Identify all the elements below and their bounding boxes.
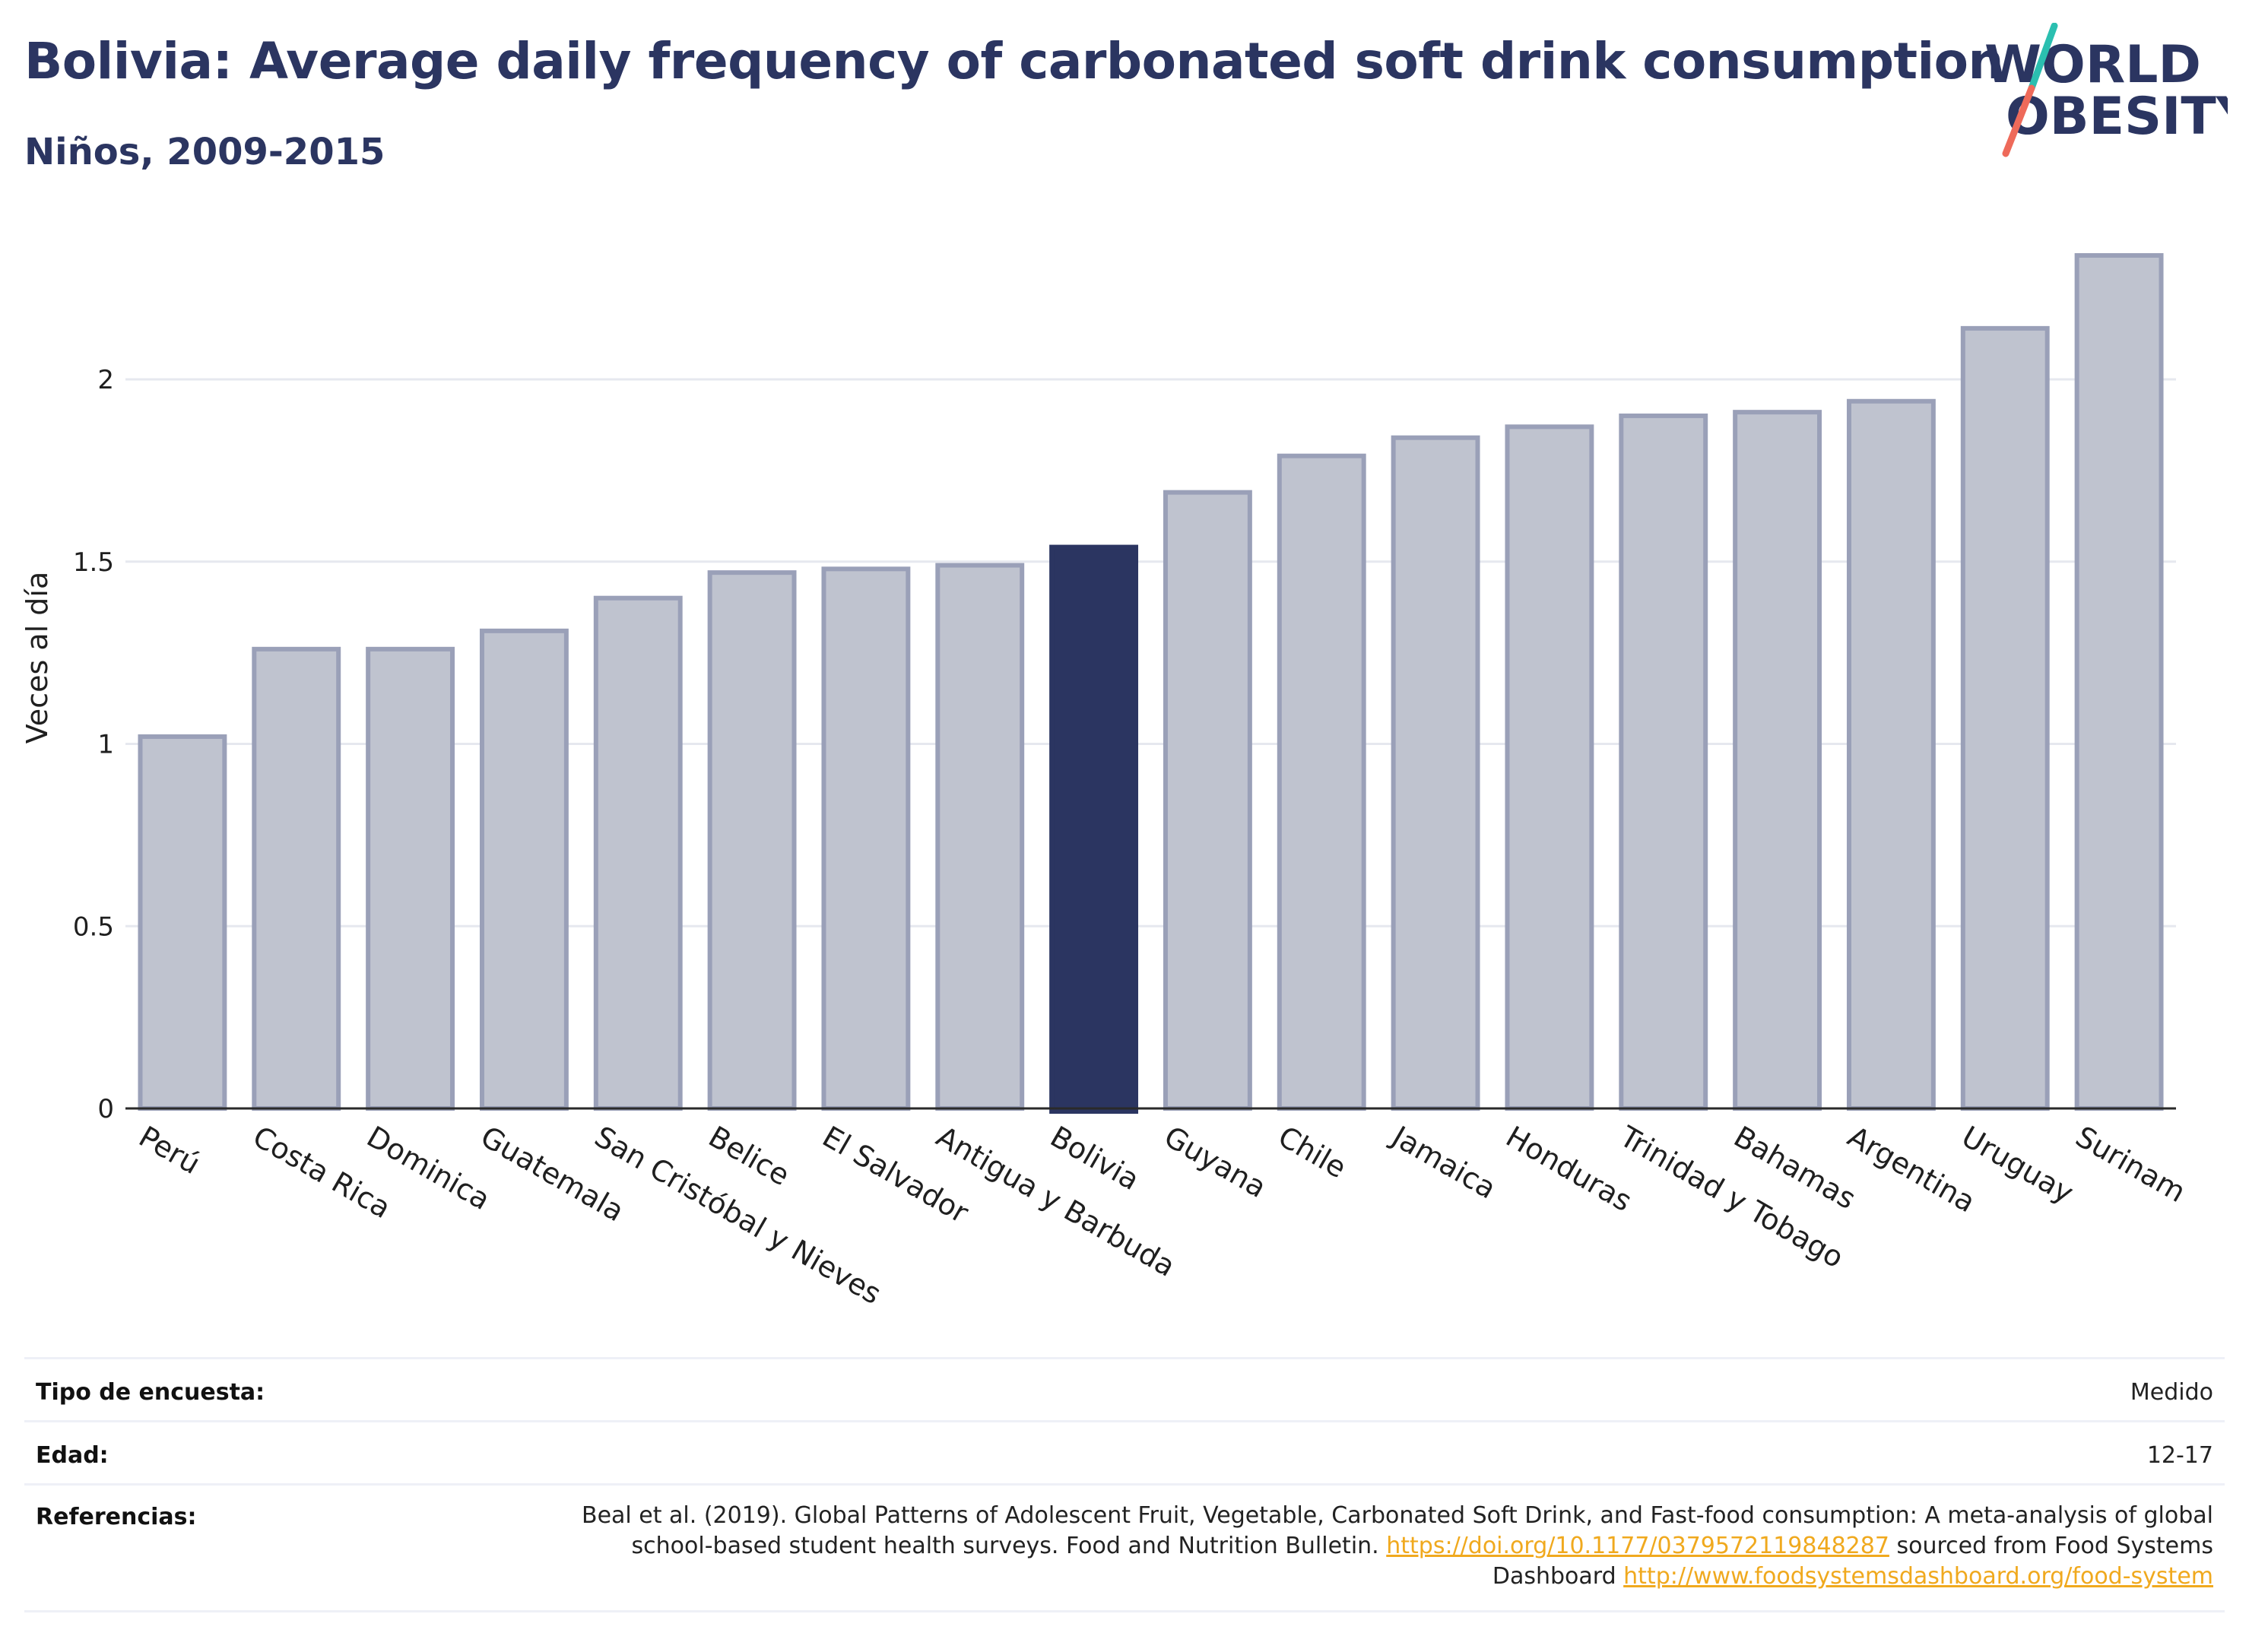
logo-word-obesity: OBESITY: [2006, 87, 2228, 147]
references-label: Referencias:: [36, 1504, 197, 1530]
info-table: Tipo de encuesta: Medido Edad: 12-17 Ref…: [24, 1357, 2225, 1616]
food-systems-link[interactable]: http://www.foodsystemsdashboard.org/food…: [1623, 1563, 2213, 1590]
y-tick-label: 2: [97, 365, 114, 395]
x-tick-label: Surinam: [2070, 1120, 2192, 1209]
logo-word-world: WORLD: [1984, 35, 2201, 95]
bar-uruguay[interactable]: [1960, 325, 2050, 1111]
info-bottom-border: [24, 1610, 2225, 1612]
y-tick-label: 0: [97, 1094, 114, 1124]
info-row-survey: Tipo de encuesta: Medido: [24, 1357, 2225, 1422]
bar-belice[interactable]: [707, 570, 797, 1111]
world-obesity-logo: WORLD OBESITY: [1984, 23, 2228, 157]
bar-guatemala[interactable]: [479, 628, 569, 1111]
references-text: Beal et al. (2019). Global Patterns of A…: [541, 1501, 2213, 1592]
chart-subtitle: Niños, 2009-2015: [24, 131, 385, 173]
bar-perú[interactable]: [138, 734, 227, 1111]
bar-bahamas[interactable]: [1733, 410, 1822, 1111]
y-axis-label: Veces al día: [21, 572, 54, 744]
info-row-age: Edad: 12-17: [24, 1420, 2225, 1486]
bar-trinidad-y-tobago[interactable]: [1619, 413, 1708, 1111]
x-tick-label: Jamaica: [1385, 1119, 1502, 1206]
bar-dominica[interactable]: [366, 646, 455, 1111]
bar-el-salvador[interactable]: [821, 566, 911, 1111]
y-tick-label: 1.5: [73, 547, 114, 578]
bars: [138, 252, 2164, 1114]
x-tick-label: Perú: [133, 1120, 205, 1181]
bar-costa-rica[interactable]: [252, 646, 341, 1111]
x-tick-label: Honduras: [1500, 1120, 1637, 1219]
logo-slash-teal: [2028, 23, 2058, 92]
bar-guyana[interactable]: [1163, 490, 1252, 1111]
bar-surinam[interactable]: [2074, 252, 2164, 1111]
x-tick-label: Belice: [703, 1120, 795, 1193]
info-row-references: Referencias: Beal et al. (2019). Global …: [24, 1483, 2225, 1615]
x-tick-label: Chile: [1273, 1120, 1352, 1185]
bar-argentina[interactable]: [1846, 398, 1936, 1111]
bar-chile[interactable]: [1277, 453, 1366, 1111]
bar-jamaica[interactable]: [1391, 435, 1480, 1111]
y-tick-label: 0.5: [73, 912, 114, 942]
chart-title: Bolivia: Average daily frequency of carb…: [24, 32, 2003, 90]
reference-citation: Beal et al. (2019). Global Patterns of A…: [581, 1502, 2213, 1559]
bar-honduras[interactable]: [1505, 424, 1594, 1111]
age-label: Edad:: [36, 1442, 109, 1469]
doi-link[interactable]: https://doi.org/10.1177/0379572119848287: [1386, 1533, 1889, 1559]
reference-source: sourced from Food Systems Dashboard: [1492, 1533, 2213, 1590]
y-tick-label: 1: [97, 730, 114, 760]
grid-lines: [125, 378, 2176, 927]
survey-type-value: Medido: [2130, 1379, 2213, 1406]
bar-san-cristóbal-y-nieves[interactable]: [593, 595, 683, 1111]
bar-bolivia[interactable]: [1049, 544, 1139, 1114]
bar-antigua-y-barbuda[interactable]: [935, 563, 1025, 1111]
x-tick-label: Argentina: [1842, 1120, 1981, 1219]
logo-slash-coral: [2002, 84, 2035, 157]
survey-type-label: Tipo de encuesta:: [36, 1379, 265, 1406]
age-value: 12-17: [2146, 1442, 2213, 1469]
x-tick-label: Guyana: [1159, 1120, 1272, 1204]
